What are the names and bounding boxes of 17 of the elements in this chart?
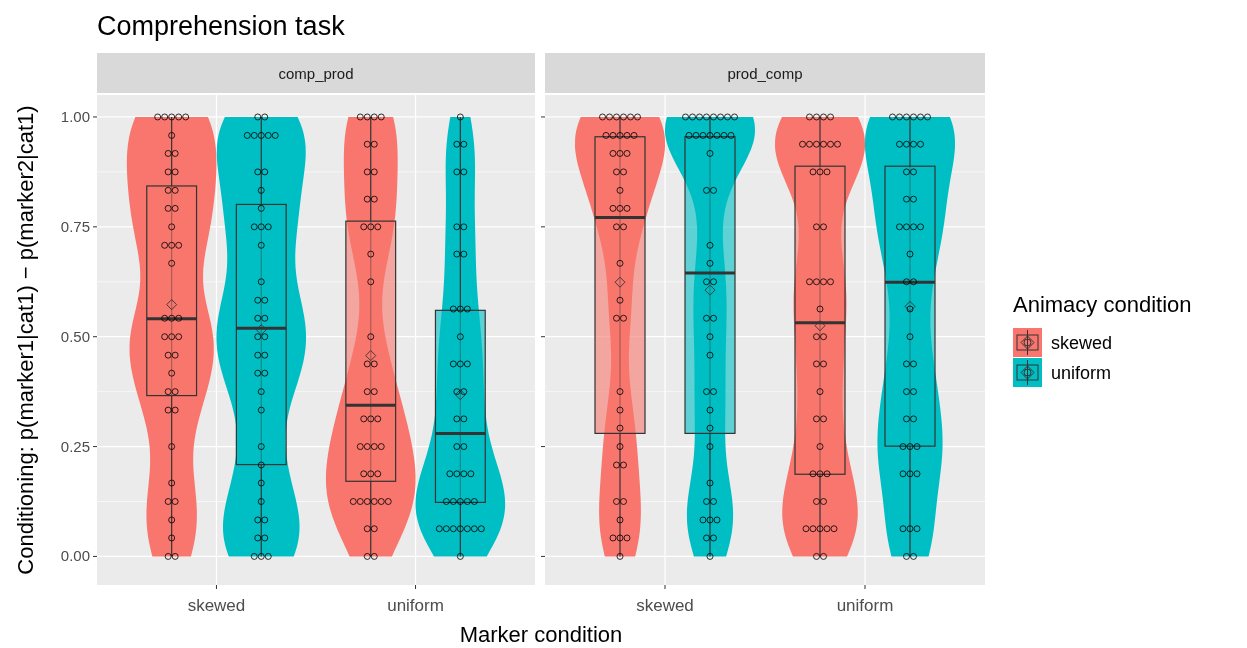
- y-tick-label: 0.00: [60, 547, 90, 565]
- y-tick-label: 0.75: [60, 217, 90, 235]
- legend-title: Animacy condition: [1013, 292, 1192, 317]
- y-axis-title: Conditioning: p(marker1|cat1) − p(marker2|cat1): [13, 105, 38, 575]
- legend-label: uniform: [1051, 363, 1112, 383]
- chart-subtitle: comp_prod: [278, 65, 354, 82]
- x-axis-title: Marker condition: [459, 622, 623, 647]
- x-tick-label: uniform: [836, 596, 894, 615]
- x-tick-label: skewed: [187, 596, 246, 615]
- y-tick-label: 0.25: [60, 437, 90, 455]
- x-tick-label: skewed: [636, 596, 694, 615]
- y-tick-label: 1.00: [60, 107, 90, 125]
- chart-title: Comprehension task: [97, 11, 346, 41]
- legend-label: skewed: [1051, 333, 1113, 353]
- y-tick-label: 0.50: [60, 327, 90, 345]
- chart-subtitle: prod_comp: [727, 65, 803, 82]
- x-tick-label: uniform: [387, 596, 444, 615]
